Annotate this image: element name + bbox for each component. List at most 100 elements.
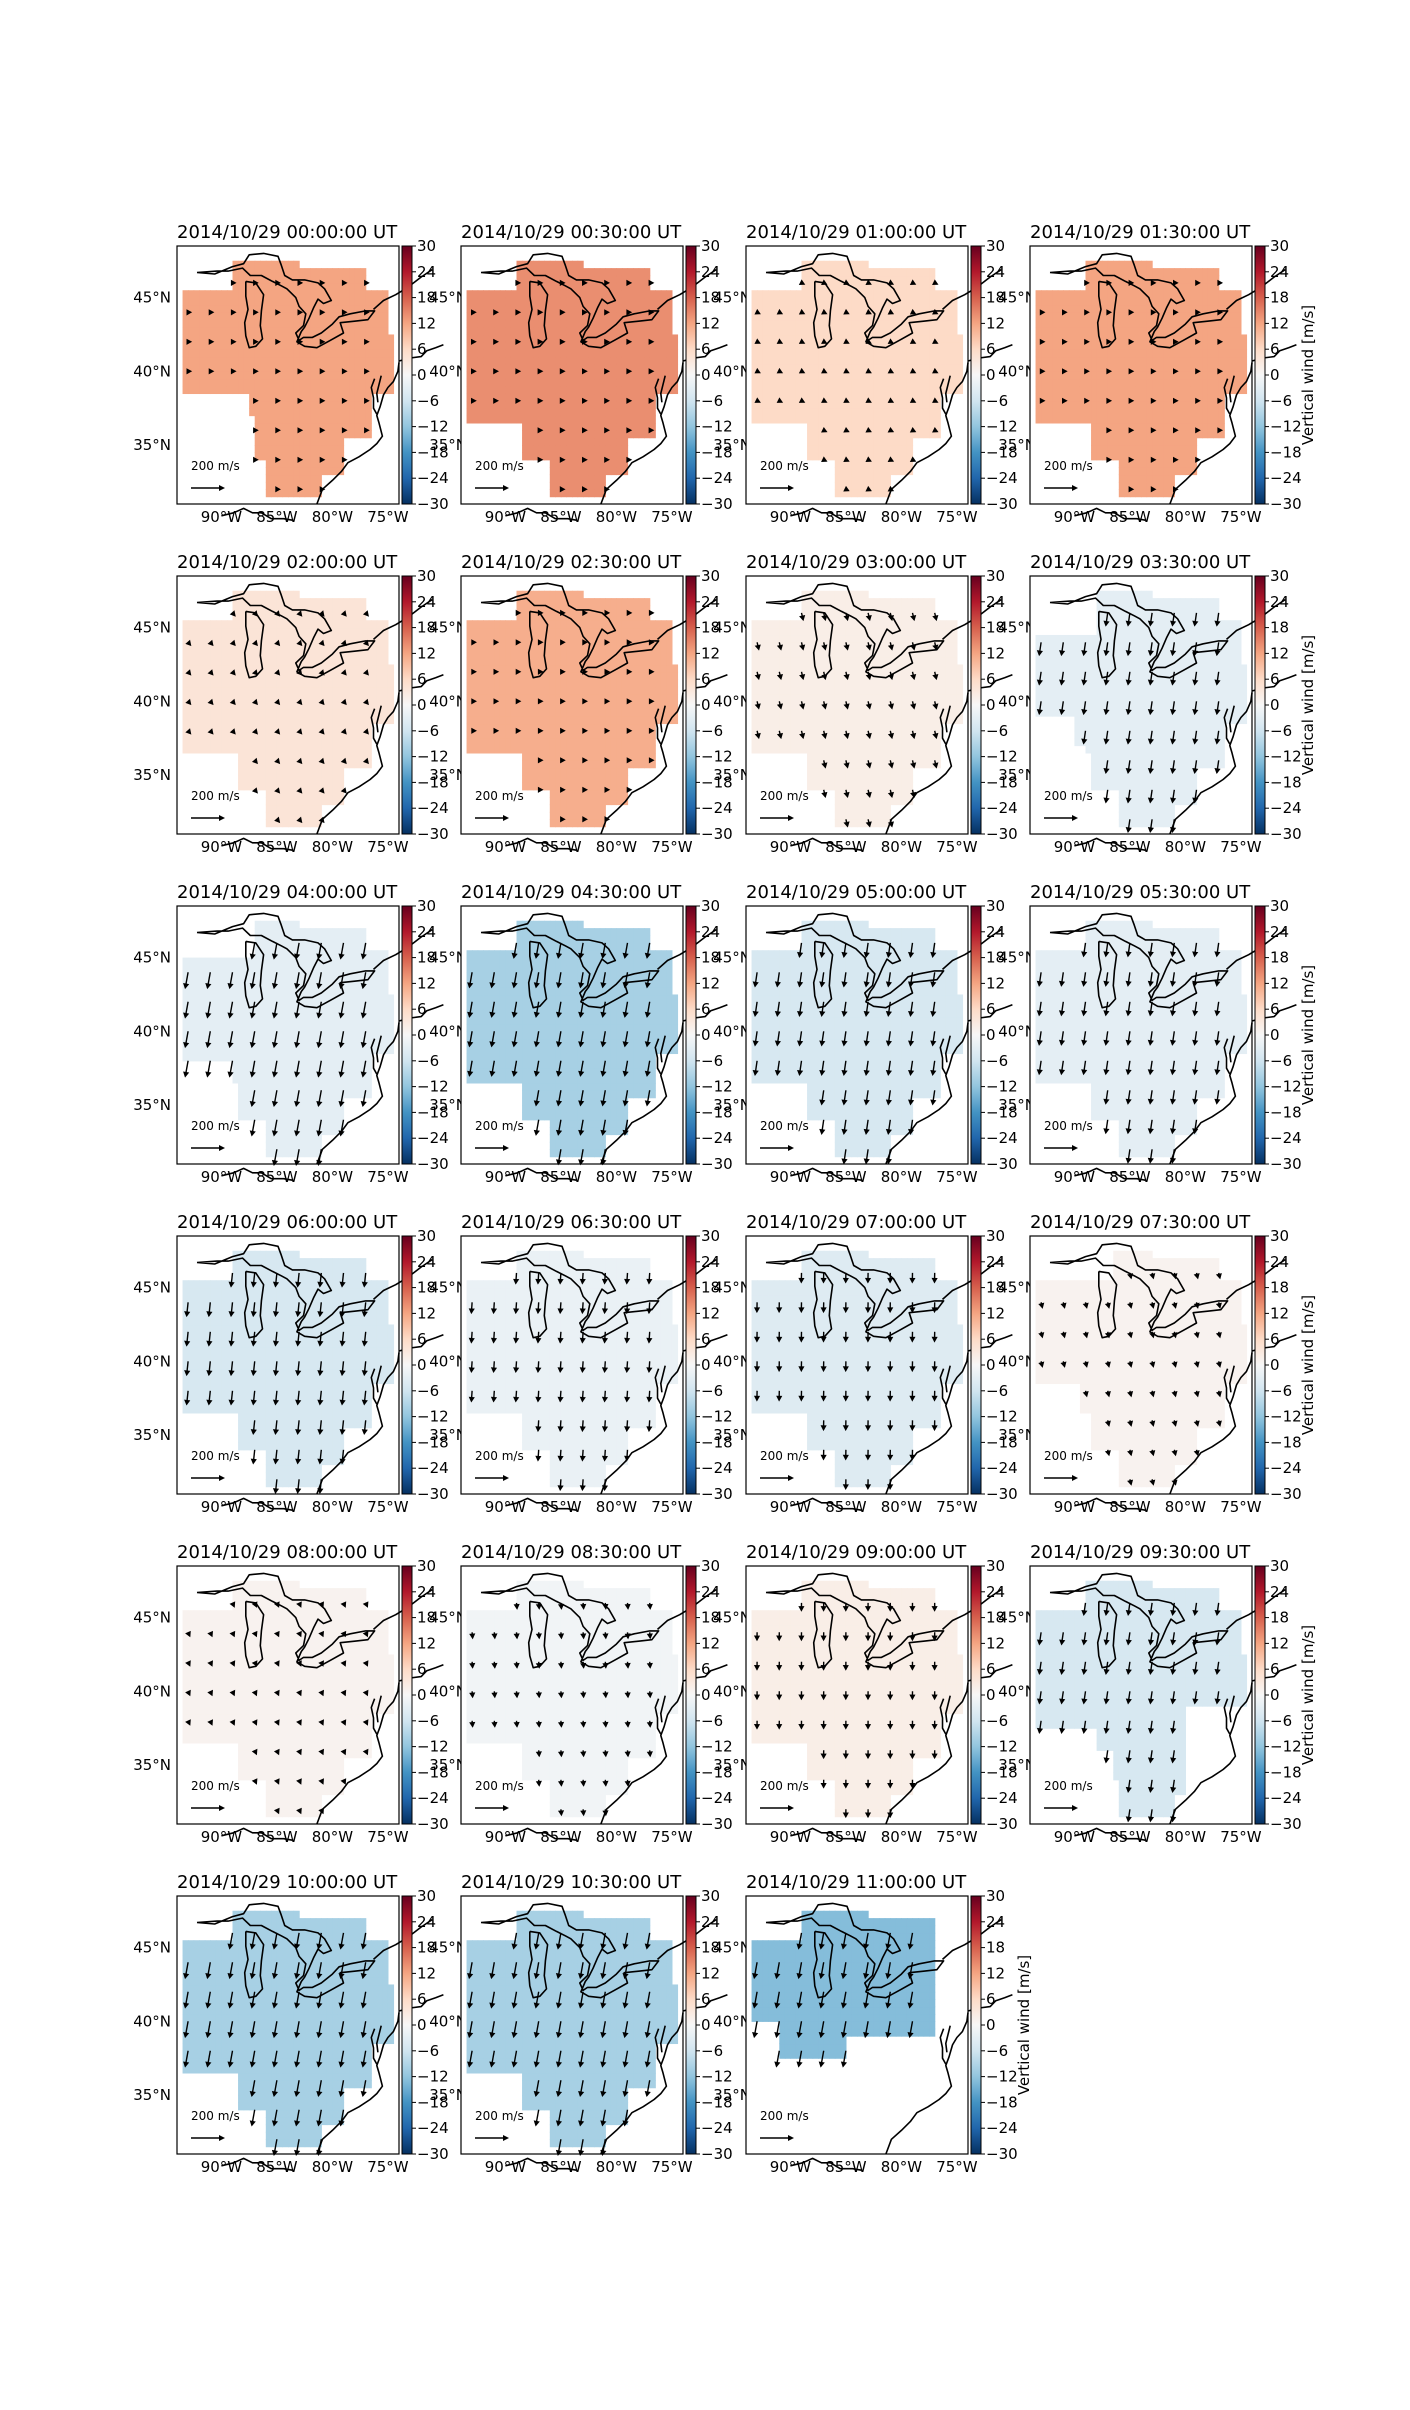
wind-cell	[216, 364, 222, 372]
wind-cell	[255, 709, 261, 717]
wind-cell	[544, 342, 550, 350]
wind-cell	[1180, 408, 1186, 416]
wind-cell	[233, 290, 239, 298]
wind-cell	[802, 357, 808, 365]
wind-cell	[321, 386, 327, 394]
lon-tick-label: 80°W	[312, 508, 354, 526]
colorbar-ramp	[686, 246, 696, 504]
wind-cell	[277, 438, 283, 446]
wind-cell	[522, 349, 528, 357]
wind-cell	[655, 342, 661, 350]
wind-cell	[896, 408, 902, 416]
wind-cell	[321, 268, 327, 276]
colorbar-tick-label: −6	[1270, 392, 1292, 410]
wind-cell	[1141, 467, 1147, 475]
wind-cell	[1202, 305, 1208, 313]
wind-cell	[550, 423, 556, 431]
wind-cell	[611, 342, 617, 350]
wind-cell	[210, 650, 216, 658]
wind-cell	[594, 489, 600, 497]
wind-cell	[478, 386, 484, 394]
wind-cell	[940, 357, 946, 365]
wind-cell	[511, 320, 517, 328]
wind-cell	[288, 268, 294, 276]
wind-cell	[277, 620, 283, 628]
wind-cell	[194, 290, 200, 298]
wind-cell	[360, 416, 366, 424]
wind-cell	[611, 445, 617, 453]
wind-cell	[360, 357, 366, 365]
wind-cell	[266, 467, 272, 475]
lon-tick-label: 75°W	[651, 508, 693, 526]
wind-cell	[1185, 401, 1191, 409]
wind-cell	[896, 371, 902, 379]
wind-cell	[494, 349, 500, 357]
wind-cell	[355, 386, 361, 394]
wind-cell	[332, 290, 338, 298]
wind-cell	[349, 298, 355, 306]
wind-cell	[907, 298, 913, 306]
wind-cell	[1180, 423, 1186, 431]
wind-cell	[550, 416, 556, 424]
wind-cell	[616, 401, 622, 409]
wind-cell	[1147, 379, 1153, 387]
wind-cell	[188, 298, 194, 306]
wind-cell	[835, 283, 841, 291]
wind-cell	[271, 445, 277, 453]
wind-cell	[885, 386, 891, 394]
wind-cell	[874, 467, 880, 475]
wind-cell	[594, 283, 600, 291]
wind-cell	[321, 467, 327, 475]
wind-cell	[266, 290, 272, 298]
wind-cell	[550, 305, 556, 313]
wind-cell	[344, 290, 350, 298]
wind-cell	[1158, 386, 1164, 394]
wind-cell	[768, 342, 774, 350]
wind-cell	[238, 364, 244, 372]
wind-cell	[774, 298, 780, 306]
wind-cell	[835, 298, 841, 306]
wind-cell	[1158, 416, 1164, 424]
wind-cell	[377, 349, 383, 357]
wind-cell	[779, 408, 785, 416]
wind-cell	[1036, 416, 1042, 424]
wind-cell	[249, 723, 255, 731]
wind-cell	[774, 408, 780, 416]
wind-cell	[639, 423, 645, 431]
wind-cell	[544, 261, 550, 269]
wind-cell	[929, 357, 935, 365]
wind-cell	[288, 657, 294, 665]
wind-cell	[355, 379, 361, 387]
wind-cell	[282, 812, 288, 820]
wind-cell	[199, 642, 205, 650]
wind-cell	[835, 379, 841, 387]
wind-cell	[835, 467, 841, 475]
wind-cell	[266, 438, 272, 446]
wind-cell	[288, 320, 294, 328]
wind-cell	[266, 760, 272, 768]
wind-cell	[901, 467, 907, 475]
wind-cell	[533, 445, 539, 453]
wind-cell	[768, 320, 774, 328]
wind-cell	[813, 408, 819, 416]
wind-cell	[249, 349, 255, 357]
wind-cell	[774, 327, 780, 335]
wind-cell	[305, 452, 311, 460]
colorbar-tick-label: −30	[1270, 495, 1302, 513]
wind-cell	[366, 290, 372, 298]
wind-cell	[355, 371, 361, 379]
wind-cell	[1036, 386, 1042, 394]
wind-cell	[835, 327, 841, 335]
wind-cell	[1069, 364, 1075, 372]
wind-cell	[210, 386, 216, 394]
wind-cell	[277, 797, 283, 805]
wind-cell	[1041, 320, 1047, 328]
wind-cell	[589, 452, 595, 460]
wind-cell	[672, 357, 678, 365]
wind-cell	[305, 298, 311, 306]
wind-cell	[539, 349, 545, 357]
wind-cell	[829, 357, 835, 365]
wind-cell	[349, 393, 355, 401]
wind-cell	[371, 357, 377, 365]
wind-cell	[1036, 357, 1042, 365]
